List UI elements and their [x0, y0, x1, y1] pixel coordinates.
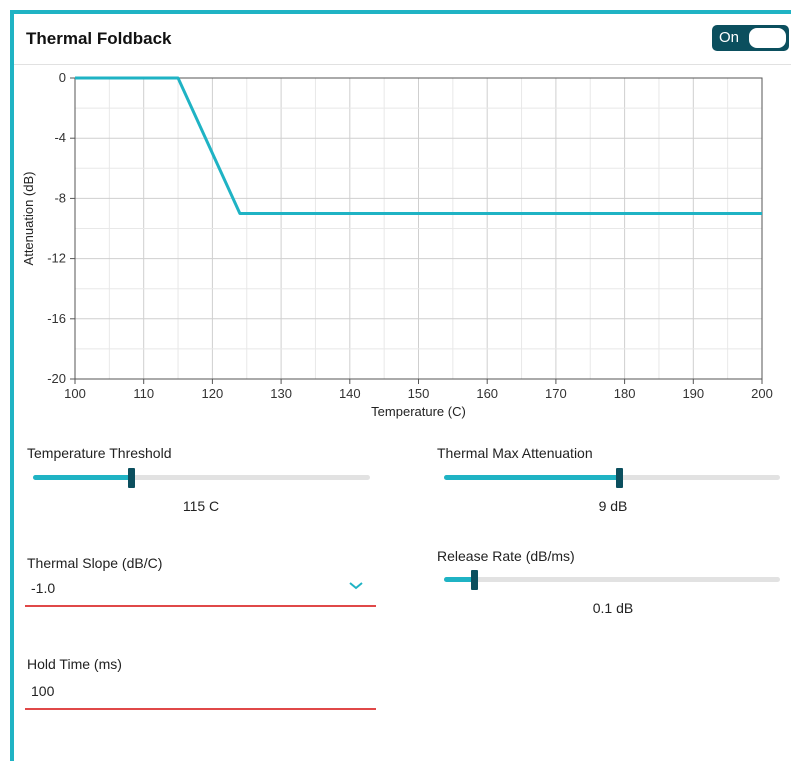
x-tick-label: 120	[202, 386, 224, 401]
thermal-foldback-chart: 100 110 120 130 140 150 160 170 180 190 200 0 -4 -8 -1…	[21, 70, 773, 419]
release-rate-value: 0.1 dB	[592, 600, 634, 616]
thermal-max-attenuation-slider[interactable]	[444, 466, 780, 490]
x-tick-label: 100	[64, 386, 86, 401]
slider-track	[444, 577, 780, 582]
x-tick-label: 190	[682, 386, 704, 401]
panel-left-border	[10, 10, 14, 761]
x-tick-label: 110	[133, 386, 154, 401]
release-rate-label: Release Rate (dB/ms)	[437, 548, 575, 564]
slider-thumb[interactable]	[127, 468, 135, 488]
slider-fill	[33, 475, 131, 480]
slider-fill	[444, 577, 475, 582]
x-tick-label: 180	[614, 386, 636, 401]
y-tick-label: -12	[47, 251, 66, 266]
panel-top-border	[10, 10, 791, 14]
slider-track	[33, 475, 370, 480]
temperature-threshold-value: 115 C	[182, 498, 220, 514]
chevron-down-icon[interactable]	[348, 579, 364, 593]
y-tick-label: -4	[54, 130, 66, 145]
hold-time-value: 100	[31, 683, 55, 699]
x-tick-label: 170	[545, 386, 567, 401]
thermal-slope-value: -1.0	[31, 580, 56, 596]
temperature-threshold-slider[interactable]	[33, 466, 370, 490]
slider-thumb[interactable]	[471, 570, 479, 590]
thermal-slope-select[interactable]: -1.0	[25, 575, 376, 607]
slider-thumb[interactable]	[615, 468, 623, 488]
x-tick-label: 200	[751, 386, 773, 401]
panel-title: Thermal Foldback	[26, 29, 172, 48]
x-axis-label: Temperature (C)	[371, 404, 466, 419]
y-tick-label: -20	[47, 371, 66, 386]
y-tick-label: -16	[47, 311, 66, 326]
y-axis-label: Attenuation (dB)	[21, 172, 36, 266]
temperature-threshold-label: Temperature Threshold	[27, 445, 172, 461]
attenuation-series-line	[75, 76, 762, 215]
thermal-foldback-toggle[interactable]: On	[712, 25, 789, 51]
hold-time-label: Hold Time (ms)	[27, 656, 122, 672]
slider-fill	[444, 475, 619, 480]
toggle-knob	[749, 28, 786, 48]
x-tick-label: 160	[476, 386, 498, 401]
toggle-label: On	[719, 29, 740, 46]
thermal-slope-label: Thermal Slope (dB/C)	[27, 555, 163, 571]
thermal-max-attenuation-label: Thermal Max Attenuation	[437, 445, 593, 461]
y-tick-label: -8	[54, 190, 66, 205]
thermal-max-attenuation-value: 9 dB	[598, 498, 628, 514]
release-rate-slider[interactable]	[444, 568, 780, 592]
x-tick-label: 140	[339, 386, 361, 401]
x-tick-label: 130	[270, 386, 292, 401]
panel-header: Thermal Foldback On	[14, 14, 791, 65]
y-tick-label: 0	[59, 70, 66, 85]
hold-time-input[interactable]: 100	[25, 678, 376, 710]
x-tick-label: 150	[408, 386, 430, 401]
